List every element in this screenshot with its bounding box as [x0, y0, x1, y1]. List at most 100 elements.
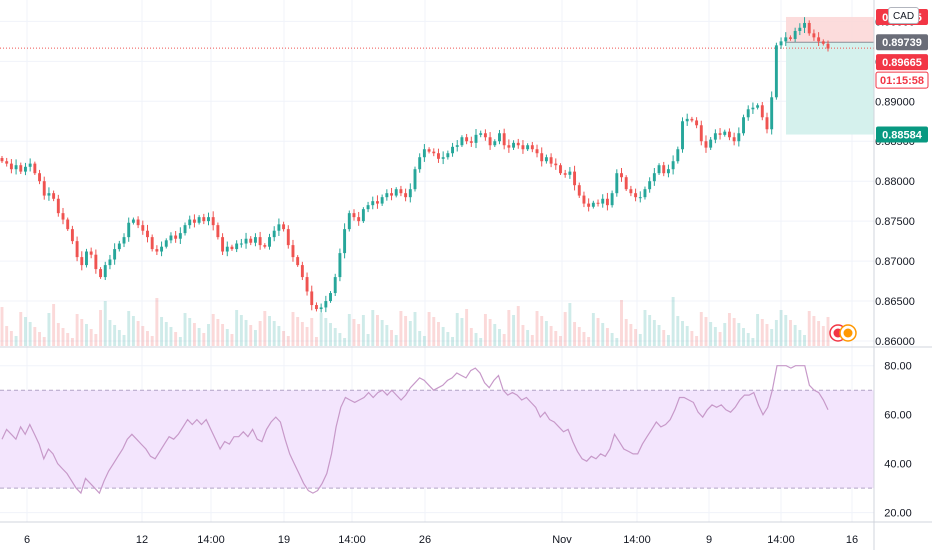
- volume-bar: [512, 315, 516, 346]
- volume-bar: [5, 326, 9, 346]
- candle-body: [544, 157, 548, 162]
- volume-bar: [465, 309, 469, 346]
- volume-bar: [333, 328, 337, 346]
- candle-body: [624, 177, 628, 190]
- candle-body: [774, 45, 778, 98]
- volume-bar: [737, 323, 741, 346]
- candle-body: [742, 117, 745, 134]
- volume-bar: [615, 338, 619, 346]
- candle-body: [286, 229, 290, 246]
- candle-body: [620, 173, 623, 178]
- volume-bar: [371, 310, 375, 346]
- candle-body: [197, 217, 201, 223]
- volume-bar: [765, 324, 769, 346]
- candle-body: [408, 189, 412, 198]
- event-markers[interactable]: [829, 324, 857, 342]
- volume-bar: [230, 334, 234, 346]
- candle-body: [479, 133, 483, 135]
- volume-bar: [704, 317, 708, 346]
- candle-body: [812, 33, 816, 38]
- candle-body: [300, 265, 304, 278]
- volume-bar: [225, 329, 229, 346]
- volume-bar: [817, 321, 821, 346]
- volume-bar: [366, 334, 370, 346]
- candle-body: [375, 201, 379, 204]
- candle-body: [108, 259, 112, 266]
- volume-bar: [253, 330, 257, 346]
- volume-bar: [249, 325, 253, 346]
- candle-body: [99, 269, 103, 278]
- volume-bar: [488, 319, 492, 346]
- candle-body: [699, 125, 703, 142]
- volume-bar: [432, 317, 436, 346]
- volume-bar: [183, 313, 187, 346]
- time-tick-label: Nov: [552, 534, 572, 546]
- volume-bar: [418, 331, 422, 346]
- candle-body: [549, 157, 553, 164]
- target-price-tag-bg: [876, 126, 928, 143]
- currency-button[interactable]: CAD: [888, 7, 919, 24]
- rsi-band-fill: [0, 390, 874, 489]
- candle-body: [469, 141, 473, 143]
- candle-body: [366, 205, 370, 210]
- candle-body: [338, 253, 342, 278]
- volume-bar: [620, 300, 623, 346]
- entry-price-tag-bg: [876, 34, 928, 51]
- candle-body: [183, 225, 187, 234]
- volume-bar: [770, 329, 774, 346]
- volume-bar: [408, 321, 412, 346]
- candle-body: [155, 249, 159, 252]
- candle-body: [361, 209, 365, 222]
- candle-body: [577, 185, 581, 196]
- candle-body: [324, 301, 328, 308]
- candle-body: [803, 22, 806, 28]
- candle-body: [807, 22, 811, 34]
- take-profit-zone[interactable]: [786, 42, 874, 135]
- candle-body: [70, 229, 74, 242]
- candle-body: [357, 217, 361, 222]
- candle-body: [718, 133, 722, 135]
- volume-bar: [169, 327, 173, 346]
- volume-bar: [779, 310, 783, 346]
- volume-bar: [314, 337, 318, 346]
- candle-body: [601, 198, 605, 204]
- candle-body: [788, 37, 792, 39]
- candle-body: [75, 241, 79, 258]
- volume-bar: [207, 324, 210, 346]
- candle-body: [727, 131, 731, 138]
- candle-body: [437, 153, 440, 159]
- candle-body: [704, 141, 708, 148]
- candle-body: [770, 97, 774, 130]
- volume-bar: [108, 320, 112, 346]
- volume-bar: [507, 310, 511, 346]
- candle-body: [394, 189, 398, 196]
- volume-bar: [14, 336, 18, 346]
- time-tick-label: 14:00: [197, 534, 225, 546]
- candle-body: [530, 145, 534, 150]
- volume-bar: [277, 326, 281, 346]
- candle-body: [385, 193, 389, 198]
- flag-icon: [843, 328, 853, 338]
- candle-body: [343, 229, 347, 254]
- candle-body: [690, 118, 694, 121]
- candle-body: [751, 107, 755, 110]
- volume-bar: [9, 331, 13, 346]
- target-price-tag: 0.88584: [882, 130, 923, 142]
- volume-bar: [0, 307, 4, 346]
- candle-body: [89, 251, 93, 255]
- candle-body: [638, 197, 642, 199]
- candle-body: [38, 173, 42, 182]
- volume-bar: [784, 315, 788, 346]
- volume-bar: [197, 328, 201, 346]
- time-tick-label: 14:00: [767, 534, 795, 546]
- volume-bar: [662, 330, 666, 346]
- volume-bar: [319, 313, 323, 346]
- position-zones[interactable]: [0, 16, 874, 135]
- price-tick-label: 0.86500: [875, 296, 915, 308]
- candle-body: [681, 121, 684, 150]
- volume-bar: [788, 320, 792, 346]
- candle-body: [793, 30, 797, 39]
- volume-bar: [535, 311, 539, 346]
- volume-bar: [437, 322, 440, 346]
